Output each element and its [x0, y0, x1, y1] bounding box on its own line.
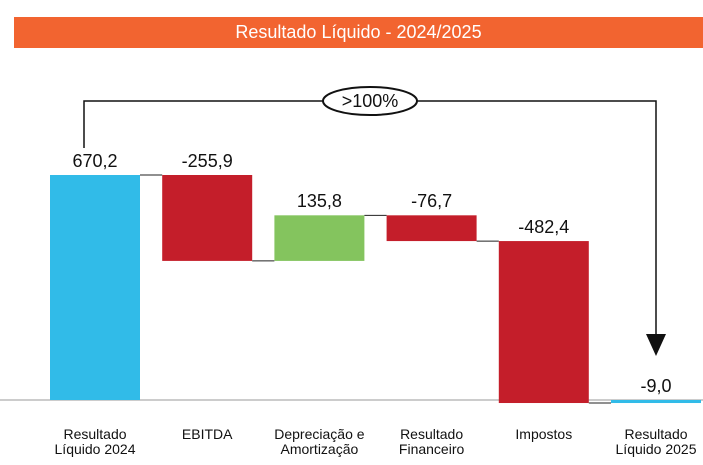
data-label: -9,0	[640, 376, 671, 396]
x-tick-label: Resultado Líquido 2025	[615, 426, 697, 457]
x-tick-label: Impostos	[515, 426, 573, 442]
data-label: -76,7	[411, 191, 452, 211]
annotation: >100%	[342, 91, 399, 111]
bar	[162, 175, 253, 261]
data-label: 670,2	[72, 151, 117, 171]
bar	[386, 215, 477, 242]
data-label: -255,9	[182, 151, 233, 171]
x-tick-label: Resultado Líquido 2024	[54, 426, 136, 457]
bar	[274, 215, 365, 261]
data-label: -482,4	[518, 217, 569, 237]
data-label: 135,8	[297, 191, 342, 211]
bar	[50, 175, 140, 400]
x-tick-label: Resultado Financeiro	[398, 426, 465, 457]
bar	[611, 400, 701, 404]
bar	[498, 241, 589, 404]
x-tick-label: Depreciação e Amortização	[274, 426, 365, 457]
chart-title: Resultado Líquido - 2024/2025	[14, 17, 703, 48]
annotation-bubble	[322, 86, 418, 116]
x-tick-label: EBITDA	[181, 426, 233, 442]
arrow-head	[646, 334, 666, 356]
